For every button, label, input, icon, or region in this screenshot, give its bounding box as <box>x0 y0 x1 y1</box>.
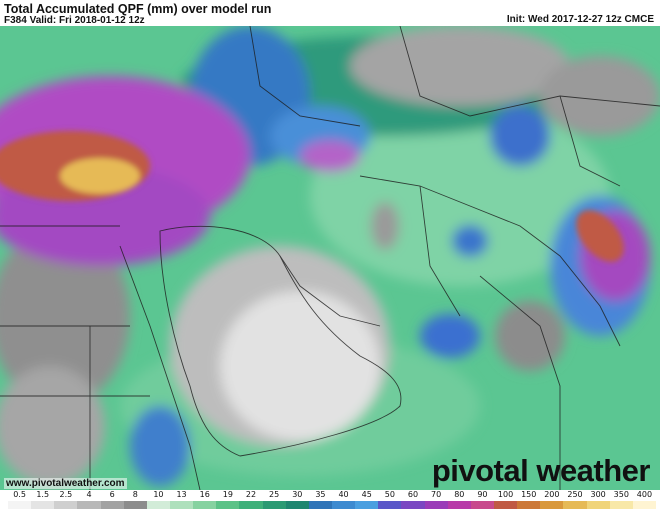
legend-label: 25 <box>269 490 280 499</box>
legend-swatch <box>540 501 564 509</box>
legend-swatch <box>77 501 101 509</box>
legend-label: 35 <box>315 490 326 499</box>
legend-swatch <box>563 501 587 509</box>
legend-labels: 0.5 1.5 2.5 4 6 8 10 13 16 19 22 25 30 35 40 45 50 60 70 80… <box>0 490 660 500</box>
legend-swatch <box>54 501 78 509</box>
legend-label: 250 <box>567 490 583 499</box>
map-title: Total Accumulated QPF (mm) over model ru… <box>4 2 272 16</box>
legend-swatch <box>586 501 610 509</box>
legend-label: 22 <box>245 490 257 499</box>
legend-colorbar <box>8 501 656 509</box>
legend-label: 100 <box>497 490 514 499</box>
legend-label: 350 <box>613 490 629 499</box>
legend-swatch <box>239 501 263 509</box>
legend-swatch <box>100 501 124 509</box>
legend-swatch <box>123 501 147 509</box>
legend-swatch <box>331 501 356 509</box>
legend-label: 60 <box>407 490 419 499</box>
legend-swatch <box>632 501 656 509</box>
init-time: Init: Wed 2017-12-27 12z CMCE <box>506 14 654 25</box>
color-legend: 0.5 1.5 2.5 4 6 8 10 13 16 19 22 25 30 35 40 45 50 60 70 80… <box>0 490 660 510</box>
legend-label: 70 <box>431 490 442 499</box>
valid-time: F384 Valid: Fri 2018-01-12 12z <box>4 15 145 26</box>
header: Total Accumulated QPF (mm) over model ru… <box>0 0 660 26</box>
legend-label: 4 <box>86 490 92 499</box>
legend-swatch <box>517 501 541 509</box>
legend-swatch <box>216 501 240 509</box>
legend-swatch <box>355 501 379 509</box>
legend-swatch <box>493 501 518 509</box>
legend-swatch <box>8 501 32 509</box>
legend-label: 1.5 <box>36 490 50 499</box>
legend-swatch <box>262 501 286 509</box>
legend-label: 90 <box>477 490 488 499</box>
legend-label: 150 <box>521 490 537 499</box>
legend-label: 0.5 <box>13 490 26 499</box>
legend-label: 13 <box>176 490 187 499</box>
legend-swatch <box>193 501 217 509</box>
legend-label: 300 <box>590 490 606 499</box>
heavy-precip-core <box>0 131 624 262</box>
legend-swatch <box>285 501 309 509</box>
legend-swatch <box>609 501 633 509</box>
legend-label: 400 <box>636 490 653 499</box>
legend-label: 19 <box>222 490 233 499</box>
legend-swatch <box>378 501 402 509</box>
legend-label: 80 <box>454 490 465 499</box>
legend-label: 45 <box>361 490 372 499</box>
legend-label: 30 <box>292 490 303 499</box>
legend-swatch <box>308 501 332 509</box>
legend-swatch <box>146 501 170 509</box>
map-graphic <box>0 26 660 490</box>
legend-label: 6 <box>109 490 115 499</box>
legend-swatch <box>447 501 471 509</box>
legend-swatch <box>401 501 425 509</box>
legend-label: 50 <box>384 490 395 499</box>
legend-swatch <box>424 501 448 509</box>
borders <box>0 26 660 490</box>
legend-label: 10 <box>153 490 164 499</box>
legend-label: 8 <box>132 490 138 499</box>
legend-swatch <box>31 501 55 509</box>
legend-label: 40 <box>338 490 349 499</box>
brand-logo: pivotal weather <box>431 453 651 488</box>
legend-label: 2.5 <box>59 490 73 499</box>
legend-swatch <box>470 501 494 509</box>
website-url: www.pivotalweather.com <box>4 478 127 489</box>
precipitation-map[interactable] <box>0 26 660 490</box>
legend-label: 16 <box>199 490 210 499</box>
legend-label: 200 <box>544 490 560 499</box>
legend-swatch <box>169 501 194 509</box>
